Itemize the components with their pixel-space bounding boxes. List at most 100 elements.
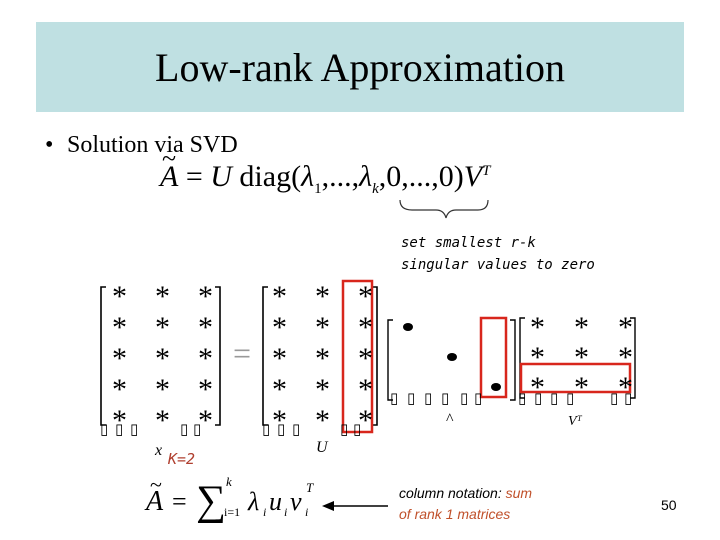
- eq-lambda1: λ: [301, 160, 315, 193]
- matrix-vt-entry: *: [530, 371, 545, 404]
- sigma-dot-2: [447, 353, 457, 361]
- eq-supT: T: [482, 163, 491, 179]
- matrix-vt-right-bracket: [630, 317, 636, 399]
- matrix-a-entry: *: [112, 373, 127, 406]
- bullet-dot: •: [45, 132, 54, 158]
- page-number: 50: [661, 497, 677, 513]
- eq-ellipsis: ,...,: [321, 160, 360, 193]
- column-note-highlight: sum: [505, 485, 533, 501]
- matrix-u-label-mark: U: [316, 439, 329, 456]
- matrix-a-entry: *: [155, 373, 170, 406]
- eq-lambdak: λ: [359, 160, 373, 193]
- matrix-u-entry: *: [315, 404, 330, 437]
- matrix-sigma-left-bracket: [387, 319, 393, 401]
- slide-title: Low-rank Approximation: [155, 45, 565, 90]
- sigma-dot-3: [491, 383, 501, 391]
- matrix-a-placeholder: ▯: [130, 420, 139, 438]
- eq-sub1: 1: [314, 181, 322, 197]
- matrix-a-entry: *: [112, 311, 127, 344]
- matrix-a-entry: *: [198, 280, 213, 313]
- vt-placeholder: ▯: [518, 389, 527, 407]
- matrix-a-left-bracket: [100, 286, 106, 426]
- matrix-u-entry: *: [358, 404, 373, 437]
- matrix-a-entry: *: [198, 404, 213, 437]
- matrix-u-entry: *: [315, 342, 330, 375]
- matrix-vt-entry: *: [530, 341, 545, 374]
- matrix-a-placeholder: ▯: [180, 420, 189, 438]
- sigma-label-mark: ^: [446, 411, 454, 428]
- arrow-head: [322, 501, 334, 511]
- sum-sub-i-2: i: [284, 505, 287, 519]
- matrix-vt-entry: *: [618, 341, 633, 374]
- sum-lhs: A: [144, 486, 164, 517]
- bullet-item: • Solution via SVD: [45, 132, 238, 159]
- matrix-u-entry: *: [272, 404, 287, 437]
- k-label: K=2: [168, 450, 196, 468]
- matrix-equals: =: [233, 335, 252, 371]
- vt-label-mark: Vᵀ: [568, 414, 583, 429]
- matrix-u-entry: *: [358, 373, 373, 406]
- svd-equation: A ~ = U diag(λ1,...,λk,0,...,0)VT: [160, 144, 491, 198]
- matrix-u-entry: *: [272, 373, 287, 406]
- matrix-vt-entry: *: [618, 311, 633, 344]
- bullet-text: Solution via SVD: [67, 132, 238, 158]
- column-note: column notation: sum of rank 1 matrices: [399, 483, 532, 525]
- matrix-u-entry: *: [358, 311, 373, 344]
- sigma-dot-1: [403, 323, 413, 331]
- matrix-vt-entry: *: [618, 371, 633, 404]
- sum-eq: =: [172, 487, 187, 516]
- matrix-a-placeholder: ▯: [115, 420, 124, 438]
- matrix-u-entry: *: [315, 373, 330, 406]
- matrix-a-entry: *: [198, 311, 213, 344]
- brace-note-line2: singular values to zero: [401, 257, 595, 273]
- eq-diag: diag(: [239, 160, 302, 193]
- sigma-placeholder: ▯: [424, 389, 433, 407]
- matrix-sigma-right-bracket: [510, 319, 516, 401]
- matrix-u-placeholder: ▯: [277, 420, 286, 438]
- highlight-sigma-entry: [479, 316, 508, 399]
- sum-u: u: [269, 487, 282, 516]
- matrix-u-entry: *: [358, 280, 373, 313]
- sigma-placeholder: ▯: [460, 389, 469, 407]
- underbrace: [399, 199, 489, 219]
- matrix-a-entry: *: [155, 311, 170, 344]
- eq-lhs: A: [160, 160, 179, 193]
- matrix-u-entry: *: [272, 342, 287, 375]
- matrix-a-label-mark: x: [154, 442, 162, 459]
- column-note-line2: of rank 1 matrices: [399, 506, 511, 522]
- eq-U: U: [210, 160, 232, 193]
- sum-sup-T: T: [306, 480, 314, 495]
- matrix-a-placeholder: ▯: [100, 420, 109, 438]
- matrix-u-placeholder: ▯: [292, 420, 301, 438]
- matrix-a-entry: *: [112, 280, 127, 313]
- matrix-vt-entry: *: [574, 341, 589, 374]
- sum-lambda: λ: [247, 487, 259, 516]
- eq-subk: k: [372, 181, 379, 197]
- matrix-vt-left-bracket: [519, 317, 525, 399]
- sum-sub-i-3: i: [305, 505, 308, 519]
- sum-lower: i=1: [224, 505, 240, 519]
- eq-V: V: [463, 160, 483, 193]
- sigma-placeholder: ▯: [474, 389, 483, 407]
- matrix-a-entry: *: [112, 404, 127, 437]
- matrix-a-placeholder: ▯: [193, 420, 202, 438]
- sum-upper: k: [226, 474, 232, 489]
- sum-sigma: ∑: [196, 478, 226, 524]
- matrix-a-right-bracket: [215, 286, 221, 426]
- matrix-a-entry: *: [155, 280, 170, 313]
- vt-placeholder: ▯: [566, 389, 575, 407]
- sum-equation-svg: ~ A = ∑ k i=1 λ i u i v T i: [144, 472, 314, 524]
- vt-placeholder: ▯: [610, 389, 619, 407]
- sum-tilde: ~: [150, 472, 162, 497]
- vt-placeholder: ▯: [550, 389, 559, 407]
- matrix-u-entry: *: [315, 311, 330, 344]
- sum-sub-i-1: i: [263, 505, 266, 519]
- matrix-u-placeholder: ▯: [353, 420, 362, 438]
- matrix-u-placeholder: ▯: [340, 420, 349, 438]
- eq-equals: =: [185, 160, 203, 193]
- vt-placeholder: ▯: [624, 389, 633, 407]
- matrix-u-entry: *: [272, 280, 287, 313]
- matrix-a-entry: *: [155, 404, 170, 437]
- matrix-u-entry: *: [315, 280, 330, 313]
